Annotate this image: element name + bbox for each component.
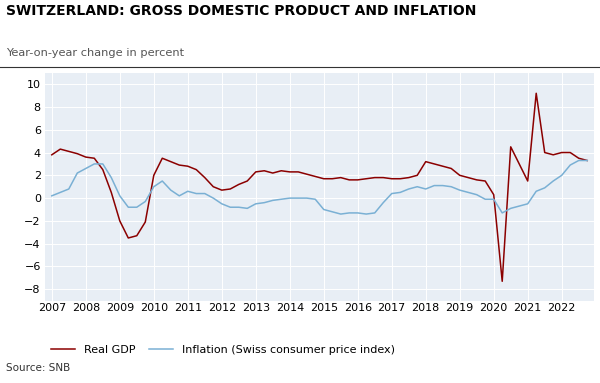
Inflation (Swiss consumer price index) bbox=[354, 211, 361, 215]
Real GDP bbox=[346, 178, 353, 182]
Real GDP bbox=[397, 177, 404, 181]
Text: SWITZERLAND: GROSS DOMESTIC PRODUCT AND INFLATION: SWITZERLAND: GROSS DOMESTIC PRODUCT AND … bbox=[6, 4, 476, 18]
Real GDP bbox=[584, 158, 591, 163]
Inflation (Swiss consumer price index) bbox=[311, 197, 319, 201]
Real GDP bbox=[269, 171, 277, 175]
Real GDP bbox=[48, 152, 55, 157]
Inflation (Swiss consumer price index) bbox=[337, 212, 344, 216]
Real GDP bbox=[311, 174, 319, 179]
Inflation (Swiss consumer price index) bbox=[575, 158, 583, 163]
Inflation (Swiss consumer price index) bbox=[405, 187, 412, 191]
Real GDP bbox=[116, 219, 124, 223]
Inflation (Swiss consumer price index) bbox=[116, 193, 124, 198]
Text: Source: SNB: Source: SNB bbox=[6, 363, 70, 373]
Inflation (Swiss consumer price index) bbox=[397, 190, 404, 195]
Real GDP bbox=[499, 279, 506, 283]
Real GDP bbox=[388, 177, 395, 181]
Line: Inflation (Swiss consumer price index): Inflation (Swiss consumer price index) bbox=[52, 160, 587, 214]
Inflation (Swiss consumer price index) bbox=[584, 158, 591, 163]
Real GDP bbox=[533, 91, 540, 96]
Inflation (Swiss consumer price index) bbox=[269, 198, 277, 203]
Text: Year-on-year change in percent: Year-on-year change in percent bbox=[6, 48, 184, 58]
Legend: Real GDP, Inflation (Swiss consumer price index): Real GDP, Inflation (Swiss consumer pric… bbox=[50, 345, 395, 355]
Line: Real GDP: Real GDP bbox=[52, 93, 587, 281]
Inflation (Swiss consumer price index) bbox=[48, 193, 55, 198]
